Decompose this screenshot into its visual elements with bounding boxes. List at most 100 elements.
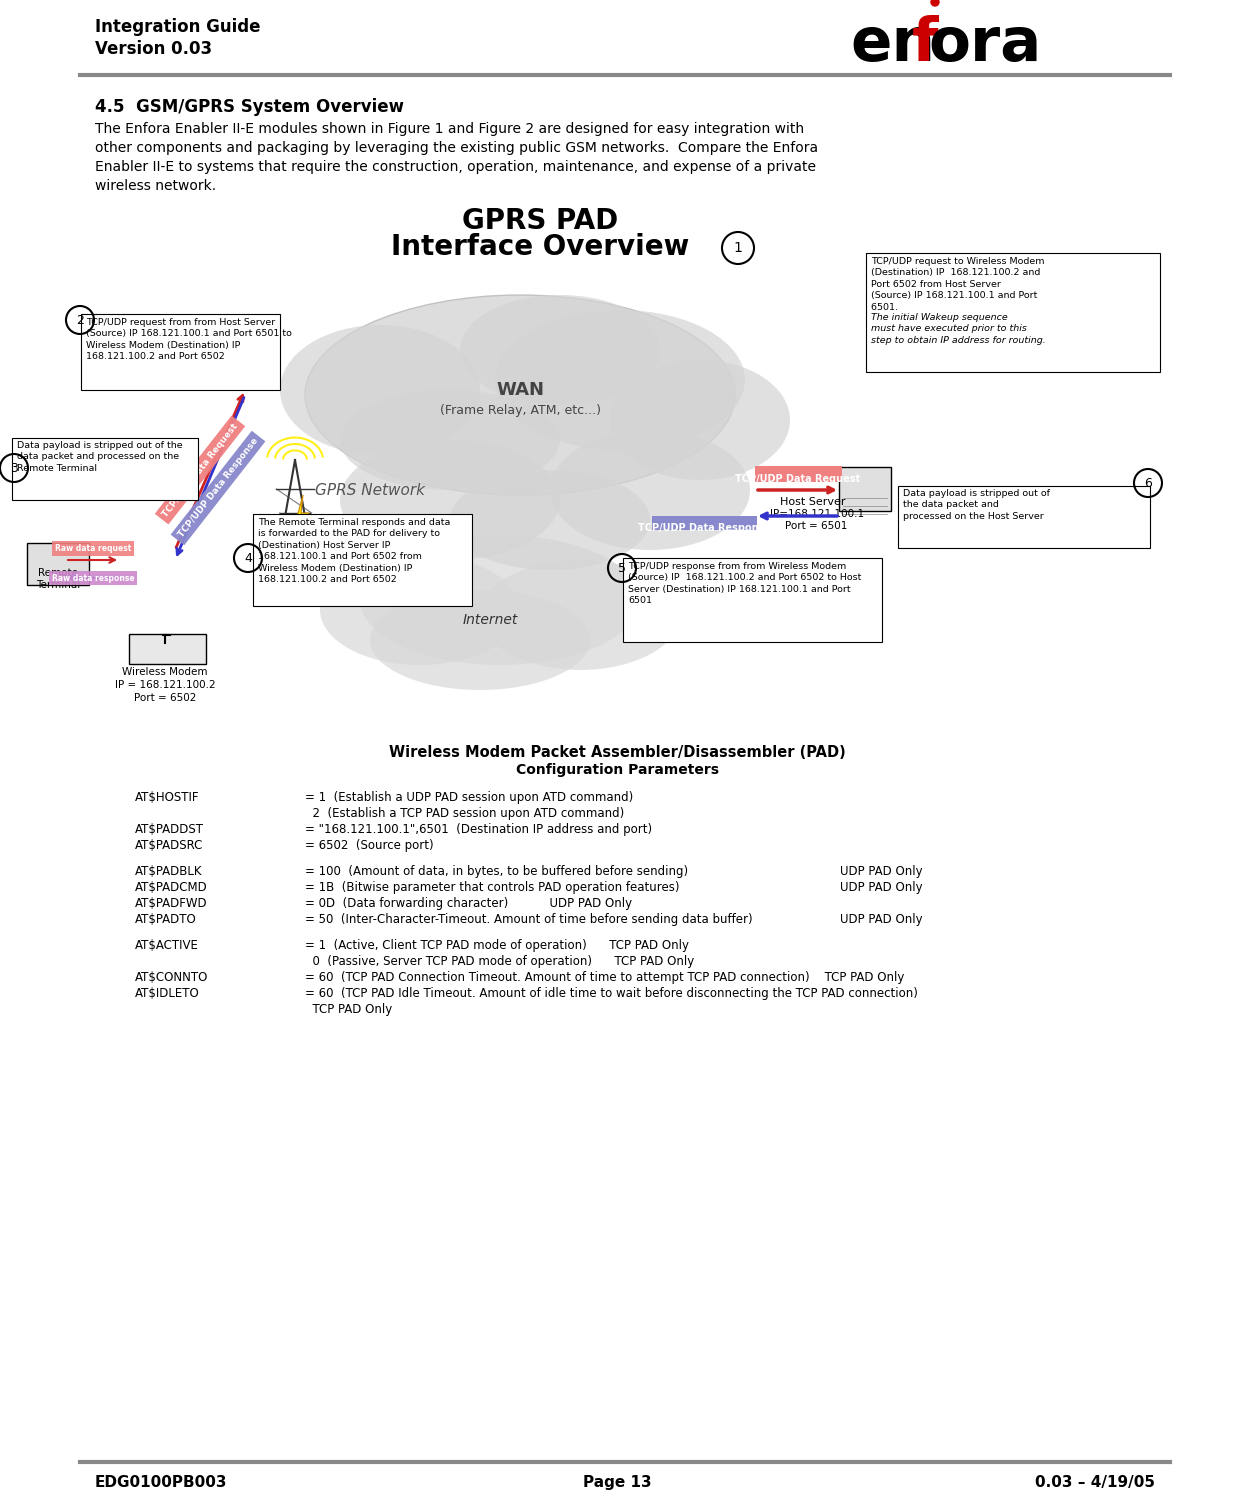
Text: Integration Guide: Integration Guide [95, 18, 261, 36]
Text: = 1  (Active, Client TCP PAD mode of operation)      TCP PAD Only: = 1 (Active, Client TCP PAD mode of oper… [305, 940, 689, 952]
Text: IP=168.121.100.1: IP=168.121.100.1 [769, 509, 864, 520]
FancyBboxPatch shape [128, 634, 206, 664]
Text: Wireless Modem: Wireless Modem [122, 667, 207, 678]
Text: = 50  (Inter-Character-Timeout. Amount of time before sending data buffer): = 50 (Inter-Character-Timeout. Amount of… [305, 913, 752, 926]
Ellipse shape [480, 560, 680, 670]
Text: Enabler II-E to systems that require the construction, operation, maintenance, a: Enabler II-E to systems that require the… [95, 160, 816, 175]
Ellipse shape [370, 590, 590, 690]
Text: Version 0.03: Version 0.03 [95, 41, 212, 59]
Text: f: f [911, 15, 939, 74]
Text: AT$IDLETO: AT$IDLETO [135, 986, 200, 1000]
Text: Configuration Parameters: Configuration Parameters [515, 764, 719, 777]
Text: 1: 1 [734, 241, 742, 255]
Text: AT$PADCMD: AT$PADCMD [135, 881, 207, 895]
FancyBboxPatch shape [622, 559, 882, 642]
FancyBboxPatch shape [27, 544, 89, 584]
Text: Internet: Internet [462, 613, 517, 626]
Text: IP = 168.121.100.2: IP = 168.121.100.2 [115, 681, 215, 690]
Text: AT$CONNTO: AT$CONNTO [135, 971, 209, 983]
Text: Port = 6501: Port = 6501 [785, 521, 847, 532]
Text: WAN: WAN [496, 381, 543, 399]
Text: Raw data request: Raw data request [54, 544, 131, 553]
Text: GPRS Network: GPRS Network [315, 482, 425, 497]
Text: 5: 5 [618, 562, 626, 574]
Ellipse shape [495, 310, 745, 450]
FancyBboxPatch shape [866, 253, 1160, 372]
Circle shape [931, 0, 939, 6]
Text: = 1  (Establish a UDP PAD session upon ATD command): = 1 (Establish a UDP PAD session upon AT… [305, 791, 634, 804]
FancyBboxPatch shape [253, 514, 472, 605]
Text: AT$PADTO: AT$PADTO [135, 913, 196, 926]
Text: AT$PADFWD: AT$PADFWD [135, 898, 207, 910]
Text: AT$PADBLK: AT$PADBLK [135, 864, 203, 878]
FancyBboxPatch shape [652, 517, 757, 530]
Text: = 60  (TCP PAD Idle Timeout. Amount of idle time to wait before disconnecting th: = 60 (TCP PAD Idle Timeout. Amount of id… [305, 986, 918, 1000]
Ellipse shape [340, 440, 559, 560]
Text: Host Server: Host Server [781, 497, 846, 508]
Ellipse shape [550, 431, 750, 550]
Text: UDP PAD Only: UDP PAD Only [840, 864, 923, 878]
Text: GPRS Tower: GPRS Tower [262, 595, 329, 605]
Text: wireless network.: wireless network. [95, 179, 216, 193]
Text: GPRS PAD: GPRS PAD [462, 206, 619, 235]
Ellipse shape [610, 360, 790, 480]
Text: = 60  (TCP PAD Connection Timeout. Amount of time to attempt TCP PAD connection): = 60 (TCP PAD Connection Timeout. Amount… [305, 971, 904, 983]
Text: 4.5  GSM/GPRS System Overview: 4.5 GSM/GPRS System Overview [95, 98, 404, 116]
FancyBboxPatch shape [898, 486, 1150, 548]
Text: 4: 4 [245, 551, 252, 565]
Text: TCP/UDP Data Response: TCP/UDP Data Response [177, 437, 259, 539]
Text: AT$PADDST: AT$PADDST [135, 822, 204, 836]
Ellipse shape [280, 325, 480, 455]
Text: The Enfora Enabler II-E modules shown in Figure 1 and Figure 2 are designed for : The Enfora Enabler II-E modules shown in… [95, 122, 804, 136]
Ellipse shape [340, 390, 559, 489]
Text: 3: 3 [10, 461, 19, 474]
Text: TCP/UDP request to Wireless Modem
(Destination) IP  168.121.100.2 and
Port 6502 : TCP/UDP request to Wireless Modem (Desti… [871, 258, 1045, 312]
Text: Page 13: Page 13 [583, 1474, 651, 1489]
Text: TCP PAD Only: TCP PAD Only [305, 1003, 393, 1017]
Text: = 6502  (Source port): = 6502 (Source port) [305, 839, 433, 852]
Polygon shape [296, 495, 309, 541]
Text: = 100  (Amount of data, in bytes, to be buffered before sending): = 100 (Amount of data, in bytes, to be b… [305, 864, 688, 878]
Text: other components and packaging by leveraging the existing public GSM networks.  : other components and packaging by levera… [95, 142, 818, 155]
Text: The Remote Terminal responds and data
is forwarded to the PAD for delivery to
(D: The Remote Terminal responds and data is… [258, 518, 451, 584]
Text: AT$HOSTIF: AT$HOSTIF [135, 791, 200, 804]
Text: 0.03 – 4/19/05: 0.03 – 4/19/05 [1035, 1474, 1155, 1489]
Text: 0  (Passive, Server TCP PAD mode of operation)      TCP PAD Only: 0 (Passive, Server TCP PAD mode of opera… [305, 955, 694, 968]
Text: TCP/UDP request from from Host Server
(Source) IP 168.121.100.1 and Port 6501 to: TCP/UDP request from from Host Server (S… [86, 318, 291, 361]
Text: TCP/UDP response from from Wireless Modem
(Source) IP  168.121.100.2 and Port 65: TCP/UDP response from from Wireless Mode… [629, 562, 861, 605]
Ellipse shape [359, 535, 640, 666]
Text: Remote: Remote [38, 568, 78, 578]
Text: TCP/UDP Data Request: TCP/UDP Data Request [735, 474, 861, 483]
FancyBboxPatch shape [839, 467, 890, 511]
Text: = 0D  (Data forwarding character)           UDP PAD Only: = 0D (Data forwarding character) UDP PAD… [305, 898, 632, 910]
Text: = "168.121.100.1",6501  (Destination IP address and port): = "168.121.100.1",6501 (Destination IP a… [305, 822, 652, 836]
FancyBboxPatch shape [82, 313, 280, 390]
Text: Data payload is stripped out of the
data packet and processed on the
Remote Term: Data payload is stripped out of the data… [17, 441, 183, 473]
Text: UDP PAD Only: UDP PAD Only [840, 881, 923, 895]
Text: Terminal: Terminal [36, 580, 80, 590]
Text: TCP/UDP Data Response: TCP/UDP Data Response [638, 523, 772, 533]
Text: AT$PADSRC: AT$PADSRC [135, 839, 204, 852]
Ellipse shape [320, 556, 520, 666]
Text: = 1B  (Bitwise parameter that controls PAD operation features): = 1B (Bitwise parameter that controls PA… [305, 881, 679, 895]
Text: (Frame Relay, ATM, etc...): (Frame Relay, ATM, etc...) [440, 404, 600, 417]
Text: EDG0100PB003: EDG0100PB003 [95, 1474, 227, 1489]
FancyBboxPatch shape [755, 465, 842, 482]
Text: 2  (Establish a TCP PAD session upon ATD command): 2 (Establish a TCP PAD session upon ATD … [305, 807, 624, 819]
FancyBboxPatch shape [12, 438, 198, 500]
Ellipse shape [450, 470, 650, 569]
Text: Wireless Modem Packet Assembler/Disassembler (PAD): Wireless Modem Packet Assembler/Disassem… [389, 745, 846, 761]
Text: Raw data response: Raw data response [52, 574, 135, 583]
Ellipse shape [305, 295, 735, 495]
Text: ora: ora [927, 15, 1041, 74]
Text: TCP/UDP Data Request: TCP/UDP Data Request [161, 422, 240, 518]
Text: The initial Wakeup sequence
must have executed prior to this
step to obtain IP a: The initial Wakeup sequence must have ex… [871, 313, 1046, 345]
Text: 2: 2 [77, 313, 84, 327]
Text: en: en [850, 15, 935, 74]
Text: AT$ACTIVE: AT$ACTIVE [135, 940, 199, 952]
Text: Interface Overview: Interface Overview [390, 233, 689, 261]
Text: Data payload is stripped out of
the data packet and
processed on the Host Server: Data payload is stripped out of the data… [903, 489, 1050, 521]
Text: Port = 6502: Port = 6502 [133, 693, 196, 703]
Text: 6: 6 [1144, 476, 1152, 489]
Text: UDP PAD Only: UDP PAD Only [840, 913, 923, 926]
